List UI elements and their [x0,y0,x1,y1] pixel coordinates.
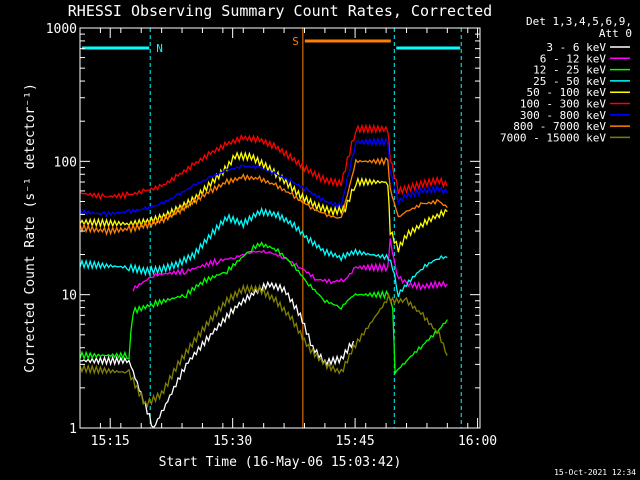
chart-title: RHESSI Observing Summary Count Rates, Co… [68,2,492,20]
y-axis-label: Corrected Count Rate (s⁻¹ detector⁻¹) [23,83,38,373]
x-tick-label-1: 15:30 [213,434,252,449]
x-axis-ticks: 15:15 15:30 15:45 16:00 [79,28,497,449]
series-line-300-800-kev [79,136,448,218]
y-tick-label-3: 1000 [46,22,77,37]
x-tick-label-0: 15:15 [91,434,130,449]
y-tick-label-0: 1 [69,422,77,437]
series-line-6-12-kev [132,238,448,292]
series-line-3-6-kev [79,280,355,429]
plot-area: NS [79,28,462,429]
state-label-0: N [156,42,163,55]
instrument-state-markers: NS [82,35,461,55]
legend-label-12-25-kev: 12 - 25 keV [533,64,606,77]
y-axis-ticks: 1 10 100 1000 [46,22,480,437]
legend-label-7000-15000-kev: 7000 - 15000 keV [500,131,606,144]
series-line-800-7000-kev [79,156,448,237]
plot-frame [79,27,481,429]
footer-date: 15-Oct-2021 12:34 [554,468,636,477]
series-line-100-300-kev [79,123,448,201]
legend-label-800-7000-kev: 800 - 7000 keV [513,120,606,133]
state-label-1: S [292,35,299,48]
legend-label-25-50-kev: 25 - 50 keV [533,75,606,88]
legend-header-line-1: Det 1,3,4,5,6,9, [526,15,632,28]
y-tick-label-2: 100 [54,155,77,170]
x-axis-label: Start Time (16-May-06 15:03:42) [159,455,402,470]
series-line-25-50-kev [79,206,448,298]
x-tick-label-3: 16:00 [458,434,497,449]
legend-label-100-300-kev: 100 - 300 keV [520,98,606,111]
legend-label-300-800-kev: 300 - 800 keV [520,109,606,122]
legend-header-line-2: Att 0 [599,27,632,40]
legend-label-6-12-kev: 6 - 12 keV [540,52,607,65]
legend-label-50-100-kev: 50 - 100 keV [527,86,607,99]
series-line-7000-15000-kev [79,283,448,409]
x-tick-label-2: 15:45 [336,434,375,449]
y-tick-label-1: 10 [61,289,77,304]
series-lines [79,123,448,429]
legend-label-3-6-kev: 3 - 6 keV [546,41,606,54]
instrument-state-lines [149,28,462,428]
